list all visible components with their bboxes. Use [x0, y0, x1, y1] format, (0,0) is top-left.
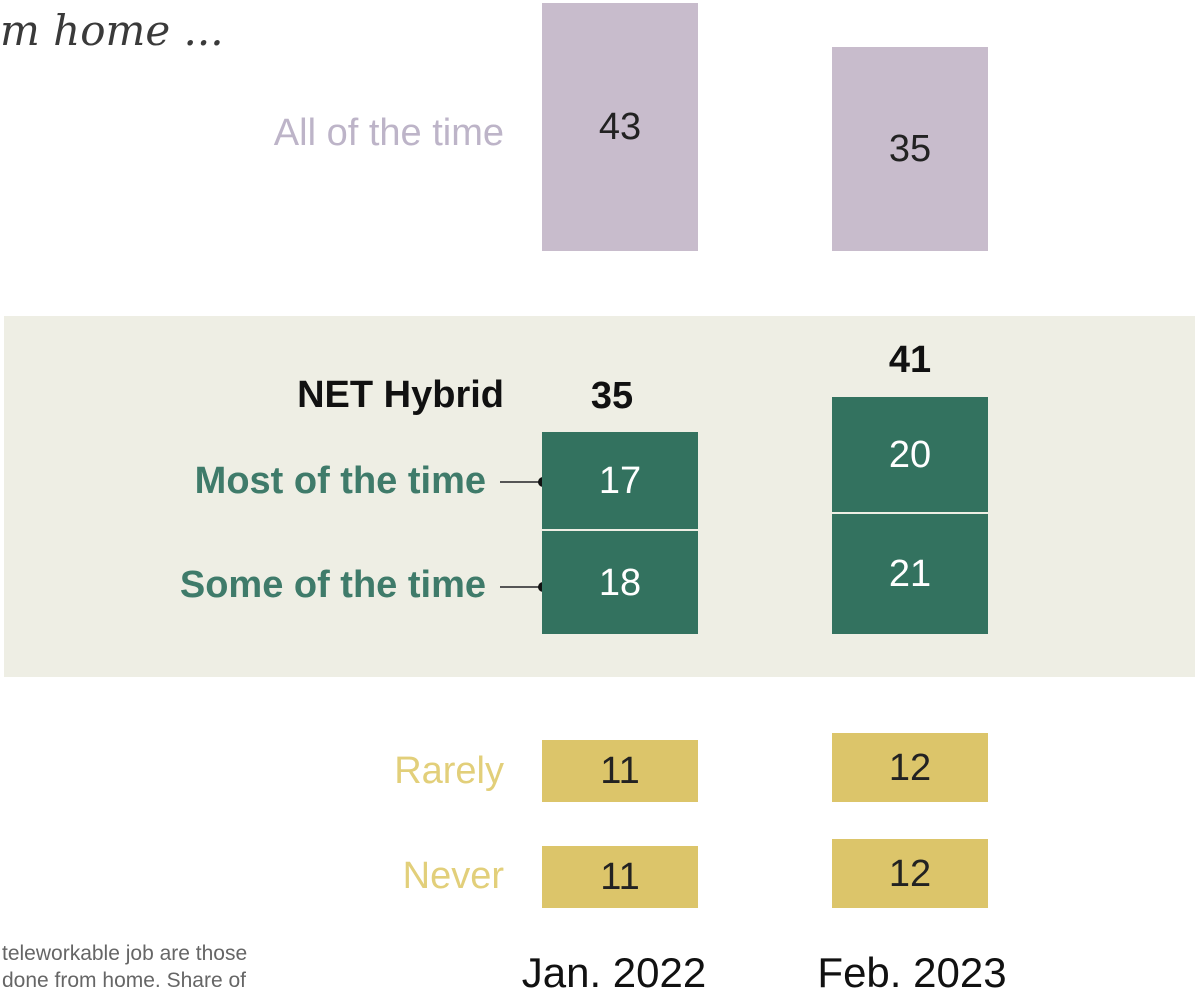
row-label-rarely: Rarely [394, 750, 504, 792]
footnote-line-2: done from home. Share of [2, 969, 246, 993]
net-value-feb-2023: 41 [888, 339, 932, 381]
bar-rarely-jan-2022: 11 [542, 740, 698, 802]
row-label-most: Most of the time [194, 460, 486, 502]
bar-value: 11 [600, 856, 640, 898]
footnote: teleworkable job are those done from hom… [2, 940, 247, 995]
bar-all-feb-2023: 35 [832, 47, 988, 251]
bar-value: 35 [888, 128, 932, 170]
chart-title: m home ... [0, 6, 224, 55]
bar-never-feb-2023: 12 [832, 839, 988, 908]
bar-value: 11 [600, 750, 640, 792]
row-label-some: Some of the time [179, 564, 486, 606]
bar-most-feb-2023: 20 [832, 397, 988, 512]
bar-value: 12 [888, 852, 932, 895]
bar-some-feb-2023: 21 [832, 514, 988, 634]
x-tick-feb-2023: Feb. 2023 [817, 949, 1007, 996]
bar-all-jan-2022: 43 [542, 3, 698, 251]
bar-value: 20 [888, 433, 932, 476]
net-value-jan-2022: 35 [590, 375, 634, 417]
bar-some-jan-2022: 18 [542, 531, 698, 634]
x-tick-jan-2022: Jan. 2022 [521, 949, 707, 996]
bar-never-jan-2022: 11 [542, 846, 698, 908]
row-label-net-hybrid: NET Hybrid [297, 374, 504, 416]
bar-value: 12 [888, 746, 932, 789]
bar-value: 43 [598, 106, 642, 148]
row-label-all: All of the time [273, 112, 504, 154]
bar-value: 17 [598, 459, 642, 502]
row-label-never: Never [402, 855, 504, 897]
connector-some [500, 582, 548, 592]
bar-most-jan-2022: 17 [542, 432, 698, 529]
bar-rarely-feb-2023: 12 [832, 733, 988, 802]
footnote-line-1: teleworkable job are those [2, 942, 248, 965]
connector-most [500, 477, 548, 487]
bar-value: 21 [888, 553, 932, 595]
bar-value: 18 [598, 561, 642, 604]
